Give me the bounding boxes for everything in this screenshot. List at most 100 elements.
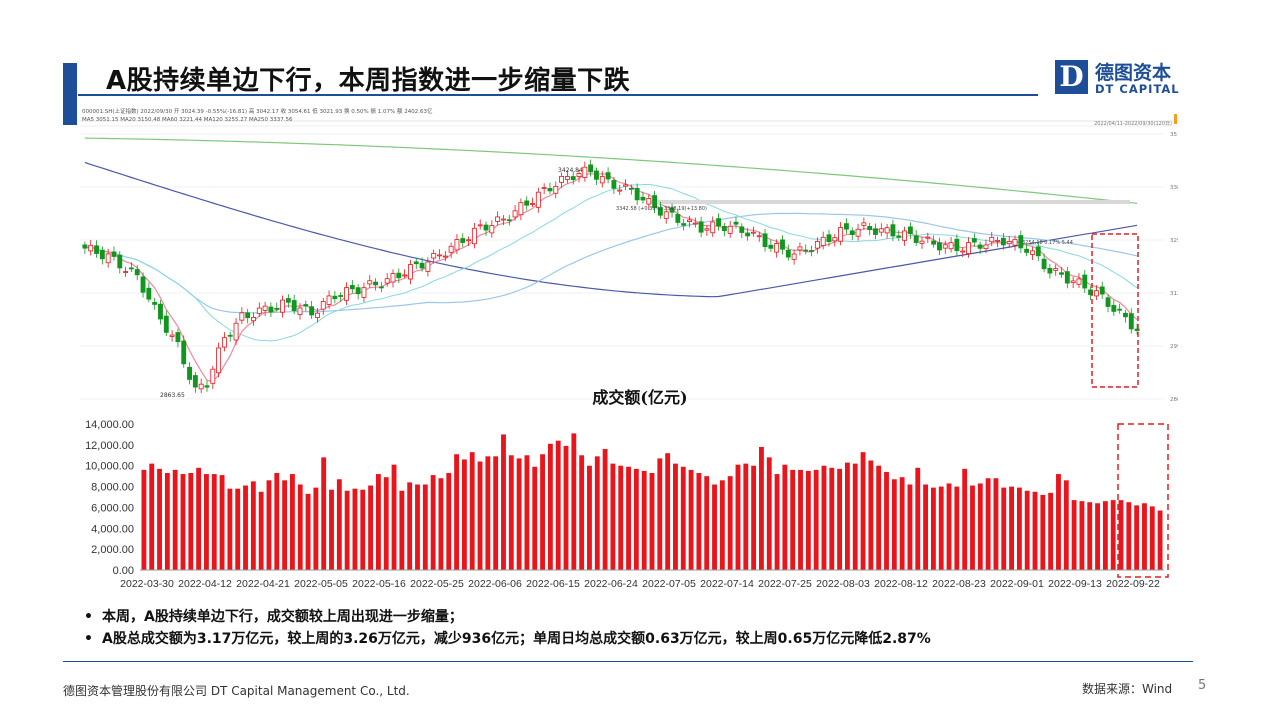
volume-bar — [774, 474, 780, 570]
volume-bar — [845, 462, 850, 570]
volume-bar — [204, 474, 209, 570]
volume-bar — [383, 477, 389, 570]
volume-bar — [461, 459, 467, 570]
title-accent-bar — [63, 63, 77, 125]
volume-bar — [805, 470, 811, 570]
candle-body — [1105, 297, 1111, 307]
footer-source: 数据来源：Wind — [1082, 682, 1173, 696]
volume-bar — [587, 465, 592, 570]
volume-bar — [696, 473, 702, 570]
candle-body — [698, 221, 704, 233]
candle-body — [814, 241, 820, 249]
volume-bar — [571, 433, 577, 570]
y-tick-label: 6,000.00 — [91, 502, 134, 514]
volume-bar — [391, 464, 397, 570]
kline-low-label: 2863.65 — [160, 392, 185, 399]
footer-divider — [63, 661, 1193, 662]
candle-body — [838, 227, 844, 242]
x-tick-label: 2022-07-25 — [758, 578, 812, 590]
index-kline-chart: 000001.SH(上证指数) 2022/09/30 开 3024.39 -0.… — [80, 104, 1178, 409]
volume-bar — [219, 475, 225, 570]
candle-body — [687, 219, 692, 222]
kline-range-label: 2022/04/11-2022/09/30(120日) — [1094, 121, 1172, 127]
volume-bar — [454, 454, 460, 570]
y-tick-label: 0.00 — [113, 565, 134, 577]
volume-bar — [954, 486, 960, 570]
volume-bar — [641, 470, 647, 570]
bullet-item-2: • A股总成交额为3.17万亿元，较上周的3.26万亿元，减少936亿元；单周日均… — [84, 628, 931, 650]
candle-body — [896, 235, 902, 238]
volume-bar — [610, 463, 616, 570]
candle-body — [245, 312, 251, 319]
x-tick-label: 2022-08-12 — [874, 578, 928, 590]
candle-body — [541, 187, 547, 190]
volume-bar — [1149, 506, 1155, 570]
candle-body — [878, 228, 884, 233]
volume-bar — [188, 473, 194, 570]
candle-body — [576, 173, 582, 177]
candle-body — [1047, 268, 1053, 274]
candle-body — [344, 287, 349, 301]
candle-body — [204, 385, 210, 388]
volume-bar — [493, 456, 499, 570]
x-tick-label: 2022-08-03 — [816, 578, 870, 590]
candle-body — [390, 273, 396, 283]
candle-body — [338, 295, 344, 297]
candle-body — [594, 170, 599, 180]
bullet-dot-icon: • — [84, 609, 93, 625]
volume-bar — [290, 474, 295, 570]
volume-bar — [907, 484, 913, 570]
price-axis-label: 3120 — [1170, 291, 1178, 297]
volume-bar — [665, 453, 671, 570]
volume-bar — [837, 468, 843, 570]
candle-body — [547, 188, 553, 192]
candle-body — [361, 287, 367, 298]
candle-body — [152, 301, 158, 305]
candle-body — [652, 195, 658, 209]
candle-body — [873, 228, 878, 235]
candle-body — [791, 253, 797, 260]
candle-body — [419, 262, 425, 269]
price-axis-label: 3250 — [1170, 238, 1178, 244]
candle-body — [128, 267, 134, 270]
candle-body — [268, 306, 274, 313]
candle-body — [605, 172, 611, 180]
candle-body — [942, 244, 948, 249]
volume-bar — [297, 484, 303, 570]
candle-body — [803, 249, 809, 252]
candle-body — [274, 307, 280, 310]
volume-bar — [516, 458, 522, 570]
volume-bar — [876, 465, 882, 570]
volume-bar — [258, 491, 264, 570]
volume-bar — [469, 452, 475, 570]
candle-body — [937, 242, 942, 251]
candle-body — [553, 186, 559, 194]
volume-bar — [555, 440, 561, 570]
candle-body — [1000, 237, 1006, 246]
candle-body — [431, 253, 437, 259]
volume-bar — [1110, 500, 1116, 570]
candle-body — [1030, 250, 1035, 255]
candle-body — [216, 347, 222, 374]
candle-body — [501, 218, 506, 221]
candle-body — [890, 224, 896, 237]
volume-bar — [1032, 491, 1038, 570]
volume-bar — [673, 463, 678, 570]
candle-body — [460, 238, 466, 243]
page-number: 5 — [1198, 678, 1207, 693]
x-tick-label: 2022-03-30 — [120, 578, 174, 590]
candle-body — [750, 231, 756, 234]
volume-bar — [313, 487, 319, 570]
volume-bar — [884, 471, 889, 570]
volume-bar — [227, 488, 233, 570]
volume-bar — [321, 457, 327, 570]
volume-bar — [759, 446, 764, 570]
candle-body — [221, 337, 227, 348]
ma120-line — [84, 161, 1138, 298]
volume-bar — [149, 463, 155, 570]
candle-body — [983, 244, 989, 250]
volume-bar — [1071, 500, 1077, 570]
volume-bar — [1009, 486, 1014, 570]
volume-bar — [438, 478, 444, 570]
candle-body — [332, 295, 338, 300]
